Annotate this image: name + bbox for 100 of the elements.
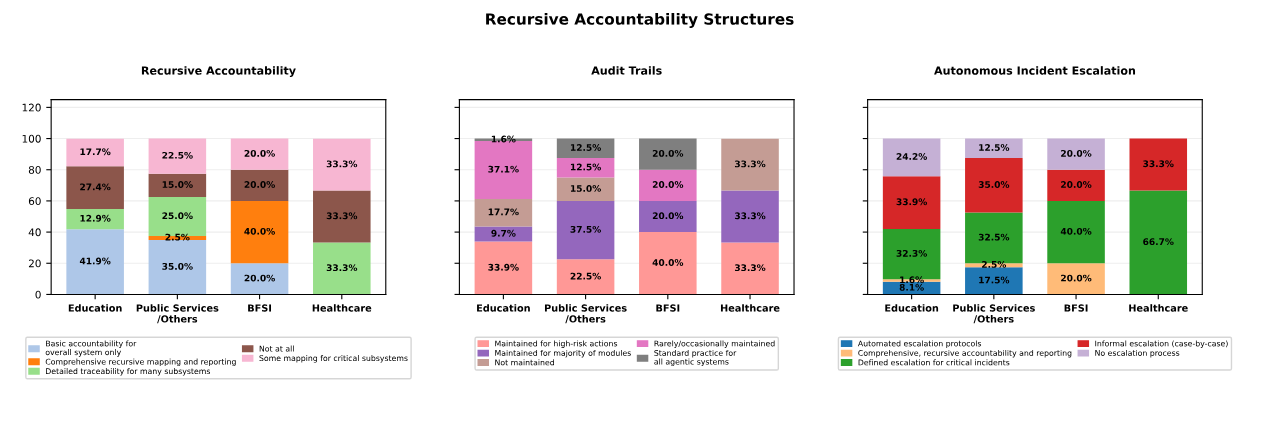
bar	[882, 176, 941, 229]
data-label: 12.5%	[979, 144, 1010, 151]
data-label: 8.1%	[899, 283, 924, 291]
bar	[66, 209, 124, 230]
bar	[148, 138, 207, 174]
data-label: 37.1%	[488, 165, 519, 173]
bar	[230, 200, 289, 264]
data-label: 40.0%	[1060, 227, 1092, 235]
bar	[230, 263, 289, 295]
data-label: 12.9%	[80, 214, 111, 222]
chart-title: Audit Trails	[591, 66, 662, 75]
data-label: 33.3%	[326, 264, 358, 272]
data-label: 20.0%	[244, 149, 275, 157]
data-label: 22.5%	[570, 272, 601, 280]
bar	[313, 190, 371, 243]
bar	[230, 169, 289, 201]
bar	[313, 138, 371, 191]
data-label: 12.5%	[570, 144, 601, 151]
data-label: 15.0%	[162, 181, 193, 188]
data-label: 41.9%	[79, 257, 111, 265]
x-tick-label: Healthcare	[312, 304, 372, 312]
chart-title: Autonomous Incident Escalation	[934, 66, 1136, 75]
text: Recursive Accountability Structures	[486, 12, 794, 28]
data-label: 20.0%	[1061, 181, 1092, 188]
x-tick-label: Public Services /Others	[544, 304, 627, 324]
bar	[474, 241, 533, 295]
data-label: 20.0%	[652, 181, 684, 188]
y-tick-label: 0	[35, 290, 41, 299]
data-label: 25.0%	[162, 212, 193, 220]
x-tick-label: Education	[477, 304, 530, 312]
bar	[66, 166, 124, 210]
data-label: 20.0%	[652, 212, 684, 220]
bar	[1047, 200, 1105, 264]
data-label: 40.0%	[244, 227, 275, 235]
data-label: 22.5%	[162, 151, 193, 159]
data-label: 33.3%	[326, 160, 358, 168]
x-tick-label: Healthcare	[1129, 304, 1188, 312]
bar	[1047, 263, 1105, 295]
bar	[721, 190, 779, 243]
data-label: 15.0%	[570, 185, 601, 192]
data-label: 33.3%	[1143, 160, 1174, 168]
bar	[721, 138, 779, 191]
x-tick-label: Public Services /Others	[136, 304, 219, 324]
data-label: 17.5%	[979, 276, 1010, 284]
bar	[639, 232, 697, 295]
data-label: 35.0%	[162, 262, 193, 270]
y-tick-label: 80	[28, 165, 41, 174]
data-label: 33.3%	[326, 212, 358, 220]
y-tick-label: 20	[28, 259, 41, 268]
bar	[474, 141, 533, 199]
bar	[965, 138, 1023, 159]
data-label: 32.3%	[896, 249, 927, 257]
bar	[474, 226, 533, 242]
data-label: 24.2%	[896, 153, 927, 160]
data-label: 9.7%	[491, 229, 516, 237]
data-label: 33.3%	[734, 160, 766, 168]
data-label: 12.5%	[570, 163, 601, 171]
bar	[1047, 138, 1105, 170]
y-tick-label: 100	[22, 134, 41, 143]
y-tick-label: 40	[28, 228, 41, 237]
data-label: 2.5%	[982, 261, 1007, 268]
bar	[66, 138, 124, 167]
bar	[148, 173, 207, 198]
x-tick-label: BFSI	[656, 304, 680, 312]
bar	[556, 200, 615, 260]
data-label: 32.5%	[978, 233, 1010, 241]
bar	[556, 177, 615, 201]
x-tick-label: Healthcare	[720, 304, 780, 312]
bar	[639, 200, 697, 233]
bar	[639, 138, 697, 170]
bar	[639, 169, 697, 201]
bar	[313, 242, 371, 295]
data-label: 20.0%	[244, 181, 275, 188]
bar	[721, 242, 779, 295]
data-label: 33.3%	[734, 264, 766, 272]
data-label: 20.0%	[1061, 149, 1092, 157]
data-label: 33.9%	[488, 263, 519, 271]
bar	[556, 259, 615, 295]
bar	[230, 138, 289, 170]
x-tick-label: Public Services /Others	[953, 304, 1035, 324]
x-tick-label: Education	[885, 304, 939, 312]
x-tick-label: BFSI	[1064, 304, 1088, 312]
bar	[66, 229, 124, 295]
bar	[556, 158, 615, 178]
x-tick-label: BFSI	[248, 304, 272, 312]
data-label: 66.7%	[1143, 238, 1174, 246]
data-label: 20.0%	[244, 274, 275, 282]
bar	[965, 158, 1023, 213]
x-tick-label: Education	[68, 304, 122, 312]
data-label: 20.0%	[1061, 274, 1092, 282]
data-label: 27.4%	[80, 183, 111, 191]
bar	[882, 138, 941, 177]
bar	[474, 198, 533, 227]
bar	[965, 267, 1023, 295]
data-label: 17.7%	[80, 148, 111, 156]
bar	[1129, 138, 1188, 191]
bar	[1129, 190, 1188, 295]
data-label: 33.3%	[734, 212, 766, 220]
data-label: 40.0%	[652, 259, 684, 266]
bar	[148, 239, 207, 295]
